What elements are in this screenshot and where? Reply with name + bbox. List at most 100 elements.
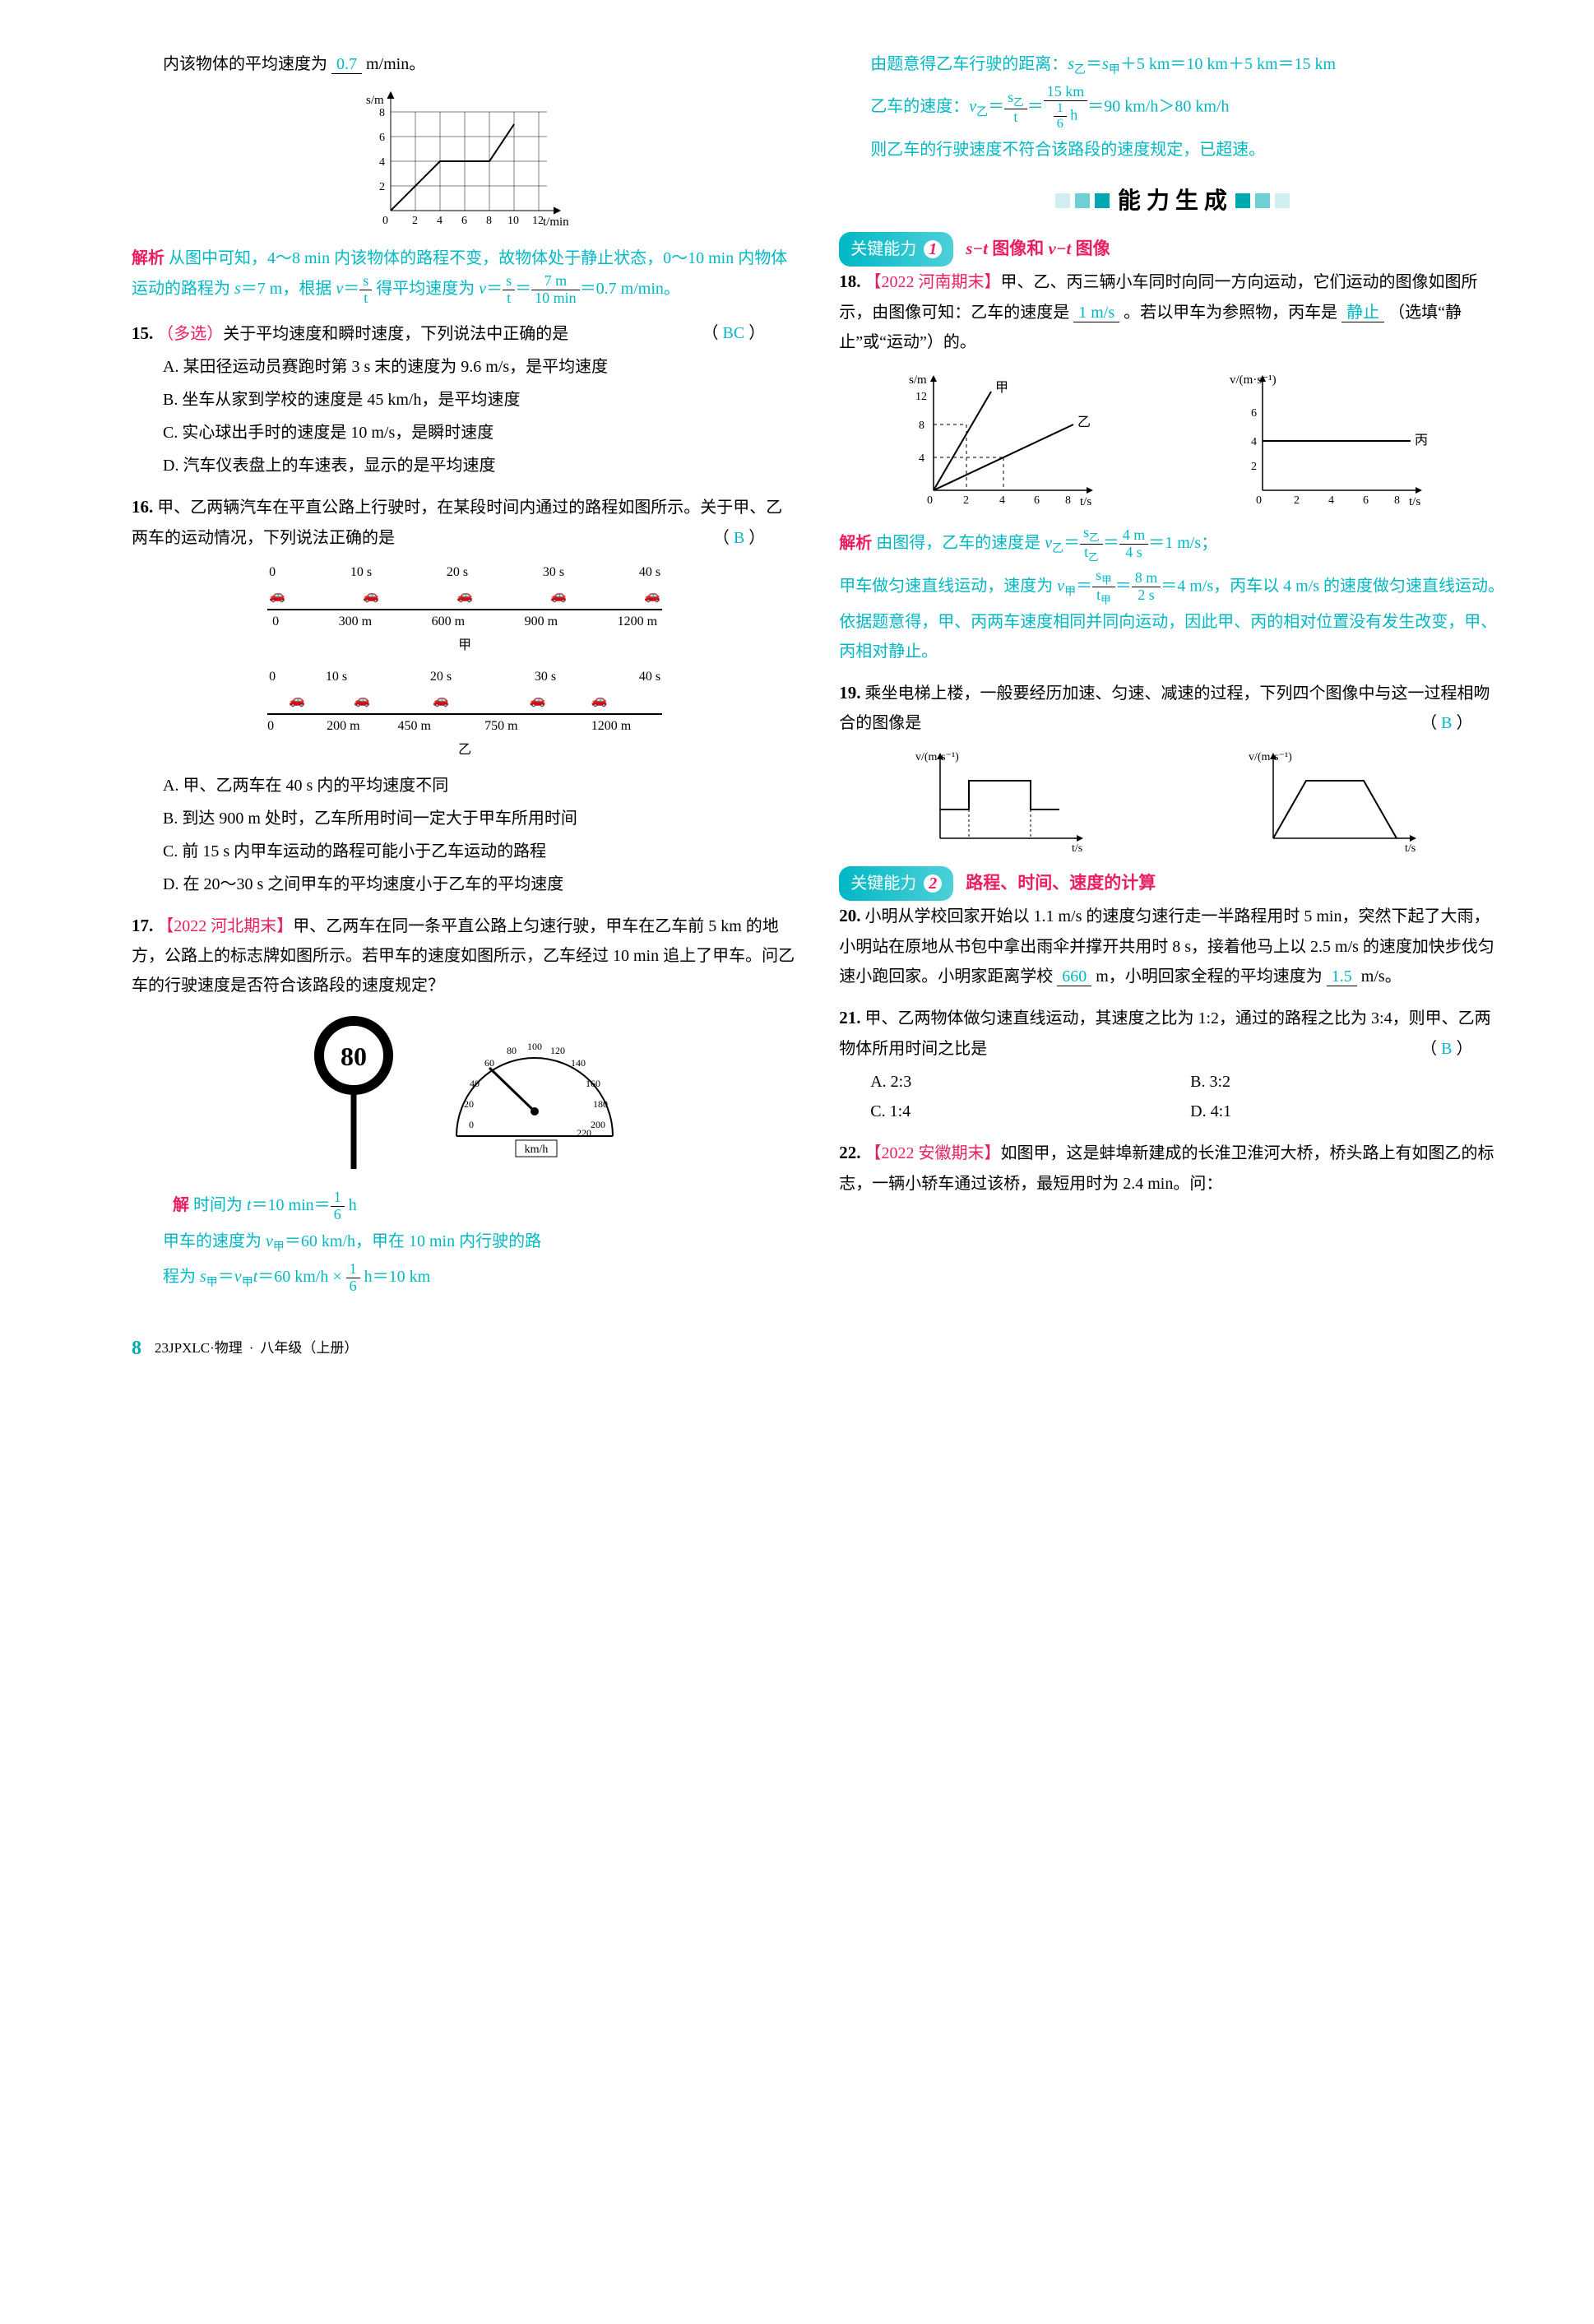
time: 40 s	[639, 666, 660, 689]
svg-text:2: 2	[1251, 461, 1257, 473]
answer-paren: （ B ）	[1420, 1034, 1472, 1064]
svg-text:6: 6	[461, 215, 467, 227]
car-icon: 🚗	[269, 585, 285, 609]
svg-text:12: 12	[915, 391, 927, 403]
left-column: 内该物体的平均速度为 0.7 m/min。	[132, 49, 798, 1306]
svg-text:s/m: s/m	[909, 373, 927, 387]
svg-text:t/s: t/s	[1409, 495, 1420, 508]
svg-text:200: 200	[591, 1119, 605, 1130]
ability-badge: 关键能力 2	[839, 866, 953, 901]
st-chart: 甲 乙 s/m t/s 4812 02 468	[901, 367, 1106, 515]
dist: 0	[267, 715, 327, 739]
jiexi-text: 从图中可知，4～8 min 内该物体的路程不变，故物体处于静止状态，0～10 m…	[132, 249, 787, 298]
option-a: A. 某田径运动员赛跑时第 3 s 末的速度为 9.6 m/s，是平均速度	[132, 352, 798, 382]
text: 内该物体的平均速度为	[163, 55, 327, 73]
jiexi-text: 甲车做匀速直线运动，速度为 v甲＝s甲t甲＝8 m2 s＝4 m/s，丙车以 4…	[839, 568, 1505, 666]
speed-limit-sign: 80	[300, 1013, 407, 1177]
stem: 乘坐电梯上楼，一般要经历加速、匀速、减速的过程，下列四个图像中与这一过程相吻合的…	[839, 684, 1490, 733]
vt-chart: 丙 v/(m·s⁻¹) t/s 246 02 468	[1230, 367, 1443, 515]
svg-text:100: 100	[527, 1041, 542, 1052]
svg-text:丙: 丙	[1415, 434, 1428, 448]
sol-line: 则乙车的行驶速度不符合该路段的速度规定，已超速。	[839, 135, 1505, 165]
option-d: D. 4:1	[1159, 1097, 1479, 1126]
time: 20 s	[447, 561, 468, 585]
ability-2: 关键能力 2 路程、时间、速度的计算	[839, 866, 1505, 901]
time: 30 s	[535, 666, 556, 689]
answer-blank: 1.5	[1327, 967, 1357, 986]
option-a: A. 甲、乙两车在 40 s 内的平均速度不同	[132, 771, 798, 800]
svg-text:0: 0	[1256, 494, 1262, 507]
svg-text:4: 4	[379, 156, 385, 169]
dist: 200 m	[327, 715, 397, 739]
svg-text:6: 6	[1363, 494, 1369, 507]
dist: 300 m	[339, 610, 372, 634]
option-b: B. 3:2	[1159, 1067, 1479, 1097]
q17-continued: 由题意得乙车行驶的距离：s乙＝s甲＋5 km＝10 km＋5 km＝15 km …	[839, 49, 1505, 165]
svg-text:12: 12	[532, 215, 544, 227]
jiexi-text: 由图得，乙车的速度是 v乙＝s乙t乙＝4 m4 s＝1 m/s；	[876, 534, 1217, 552]
page-number: 8	[132, 1331, 141, 1366]
answer-blank: 1 m/s	[1073, 304, 1119, 322]
q14-tail: 内该物体的平均速度为 0.7 m/min。	[132, 49, 798, 307]
dist: 1200 m	[591, 715, 631, 739]
footer-grade: 八年级（上册）	[260, 1336, 358, 1361]
section-header: 能 力 生 成	[839, 181, 1505, 222]
car-icon: 🚗	[327, 689, 397, 713]
car-icon: 🚗	[644, 585, 660, 609]
car-icon: 🚗	[591, 689, 608, 713]
svg-text:80: 80	[507, 1045, 517, 1056]
time: 0	[269, 561, 276, 585]
vt-chart-b: v/(m·s⁻¹) t/s	[1249, 748, 1430, 855]
svg-text:180: 180	[593, 1098, 608, 1110]
option-b: B. 坐车从家到学校的速度是 45 km/h，是平均速度	[132, 385, 798, 415]
q18-charts: 甲 乙 s/m t/s 4812 02 468	[839, 367, 1505, 515]
car-icon: 🚗	[398, 689, 485, 713]
svg-text:v/(m·s⁻¹): v/(m·s⁻¹)	[1249, 751, 1292, 763]
text: m/min。	[366, 55, 425, 73]
car-icon: 🚗	[550, 585, 567, 609]
q19-charts: v/(m·s⁻¹) t/s v/(m·s⁻¹) t/s	[839, 748, 1505, 855]
svg-text:10: 10	[507, 215, 519, 227]
answer-blank: 静止	[1341, 304, 1384, 322]
line-chart-svg: s/m t/min 86 42 0 24 68 1012	[358, 87, 572, 235]
svg-text:t/s: t/s	[1072, 842, 1082, 855]
car-icon: 🚗	[484, 689, 591, 713]
svg-text:120: 120	[550, 1045, 565, 1056]
tag: 【2022 河南期末】	[864, 273, 1000, 291]
car-icon: 🚗	[267, 689, 327, 713]
q20: 20. 小明从学校回家开始以 1.1 m/s 的速度匀速行走一半路程用时 5 m…	[839, 901, 1505, 991]
dist: 1200 m	[618, 610, 657, 634]
sign-and-speedo: 80 02040 6080100 120140160 180200220 km/…	[132, 1013, 798, 1177]
car-diagram-jia: 0 10 s 20 s 30 s 40 s 🚗🚗🚗🚗🚗 0 300 m 600 …	[267, 561, 662, 657]
speedometer: 02040 6080100 120140160 180200220 km/h	[440, 1021, 629, 1169]
svg-text:乙: 乙	[1077, 415, 1091, 429]
vt-chart-a: v/(m·s⁻¹) t/s	[915, 748, 1096, 855]
sol-line: 程为 s甲＝v甲t＝60 km/h × 16 h＝10 km	[132, 1261, 798, 1295]
svg-text:40: 40	[470, 1078, 480, 1089]
q-number: 22.	[839, 1143, 860, 1162]
svg-text:t/min: t/min	[543, 216, 569, 229]
dist: 450 m	[398, 715, 485, 739]
option-c: C. 1:4	[839, 1097, 1159, 1126]
option-c: C. 前 15 s 内甲车运动的路程可能小于乙车运动的路程	[132, 837, 798, 866]
svg-text:8: 8	[486, 215, 492, 227]
q-number: 19.	[839, 683, 860, 703]
ability-1: 关键能力 1 s−t 图像和 v−t 图像	[839, 232, 1505, 267]
time: 20 s	[430, 666, 452, 689]
svg-text:6: 6	[1034, 494, 1040, 507]
dist: 0	[272, 610, 279, 634]
option-d: D. 在 20～30 s 之间甲车的平均速度小于乙车的平均速度	[132, 870, 798, 899]
time: 30 s	[543, 561, 564, 585]
dist: 600 m	[432, 610, 465, 634]
label: 甲	[267, 634, 662, 658]
svg-text:220: 220	[577, 1127, 591, 1139]
car-icon: 🚗	[456, 585, 473, 609]
stem: 甲、乙两辆汽车在平直公路上行驶时，在某段时间内通过的路程如图所示。关于甲、乙两车…	[132, 499, 782, 547]
svg-text:6: 6	[379, 132, 385, 144]
sol-line: 乙车的速度：v乙＝s乙t＝15 km16 h＝90 km/h＞80 km/h	[839, 84, 1505, 131]
svg-text:0: 0	[382, 215, 388, 227]
option-b: B. 到达 900 m 处时，乙车所用时间一定大于甲车所用时间	[132, 804, 798, 833]
svg-text:80: 80	[341, 1041, 367, 1071]
stem: 甲、乙两物体做匀速直线运动，其速度之比为 1:2，通过的路程之比为 3:4，则甲…	[839, 1009, 1490, 1058]
svg-text:20: 20	[464, 1098, 474, 1110]
